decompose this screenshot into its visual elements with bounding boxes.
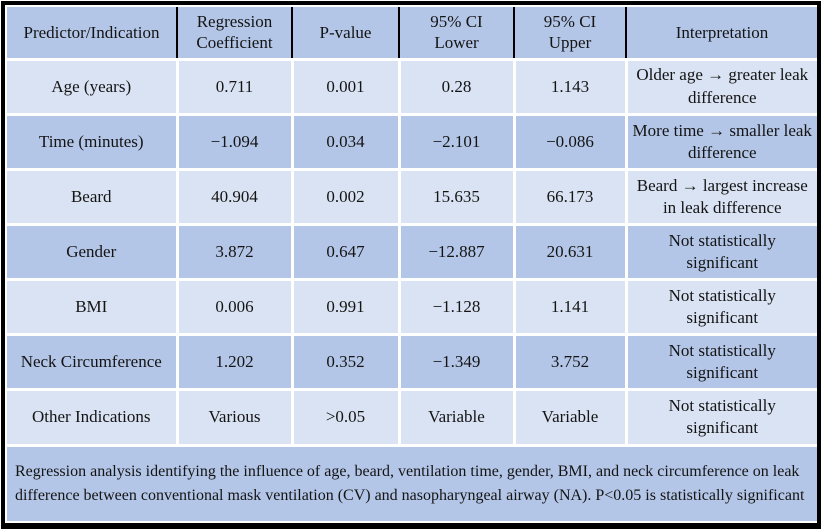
cell-ci_upper: 20.631 [512, 222, 628, 282]
cell-ci_lower: −1.128 [397, 278, 516, 337]
cell-coefficient: 40.904 [175, 167, 294, 226]
cell-interpretation: More time → smaller leak difference [624, 112, 817, 171]
cell-ci_lower: 0.28 [397, 57, 516, 116]
cell-coefficient: 0.006 [175, 278, 294, 337]
col-header-p-value: P-value [291, 7, 400, 61]
cell-predictor: BMI [7, 278, 179, 337]
table-caption: Regression analysis identifying the infl… [7, 443, 817, 521]
caption-row: Regression analysis identifying the infl… [7, 443, 817, 521]
cell-ci_upper: −0.086 [512, 112, 628, 171]
regression-results-table: Predictor/Indication Regression Coeffici… [7, 7, 817, 521]
cell-interpretation: Not statistically significant [624, 388, 817, 447]
cell-ci_lower: −1.349 [397, 333, 516, 392]
col-header-interpretation: Interpretation [625, 7, 817, 61]
cell-coefficient: −1.094 [175, 112, 294, 171]
cell-predictor: Neck Circumference [7, 333, 179, 392]
cell-ci_upper: Variable [512, 388, 628, 447]
table-row: Age (years) 0.711 0.001 0.28 1.143 Older age … [7, 57, 817, 116]
cell-p_value: 0.001 [290, 57, 401, 116]
cell-coefficient: 3.872 [175, 222, 294, 282]
cell-p_value: 0.034 [290, 112, 401, 171]
cell-p_value: 0.991 [290, 278, 401, 337]
cell-predictor: Beard [7, 167, 179, 226]
cell-ci_upper: 1.141 [512, 278, 628, 337]
cell-predictor: Gender [7, 222, 179, 282]
cell-ci_upper: 1.143 [512, 57, 628, 116]
cell-interpretation: Not statistically significant [624, 333, 817, 392]
cell-p_value: 0.352 [290, 333, 401, 392]
table-footer: Regression analysis identifying the infl… [7, 443, 817, 521]
cell-ci_lower: −2.101 [397, 112, 516, 171]
table-row: Gender 3.872 0.647 −12.887 20.631 Not statist… [7, 222, 817, 282]
table-row: Time (minutes) −1.094 0.034 −2.101 −0.086 Mor… [7, 112, 817, 171]
table-row: Other Indications Various >0.05 Variable Var… [7, 388, 817, 447]
cell-coefficient: 1.202 [175, 333, 294, 392]
table-row: BMI 0.006 0.991 −1.128 1.141 Not statisticall… [7, 278, 817, 337]
cell-ci_lower: −12.887 [397, 222, 516, 282]
table-row: Beard 40.904 0.002 15.635 66.173 Beard → larg… [7, 167, 817, 226]
table-row: Neck Circumference 1.202 0.352 −1.349 3.752 N… [7, 333, 817, 392]
cell-interpretation: Not statistically significant [624, 222, 817, 282]
cell-p_value: >0.05 [290, 388, 401, 447]
cell-coefficient: Various [175, 388, 294, 447]
col-header-ci-upper: 95% CI Upper [513, 7, 627, 61]
cell-p_value: 0.647 [290, 222, 401, 282]
cell-ci_lower: 15.635 [397, 167, 516, 226]
header-row: Predictor/Indication Regression Coeffici… [7, 7, 817, 61]
cell-predictor: Time (minutes) [7, 112, 179, 171]
cell-coefficient: 0.711 [175, 57, 294, 116]
cell-predictor: Age (years) [7, 57, 179, 116]
col-header-coefficient: Regression Coefficient [176, 7, 293, 61]
cell-ci_upper: 66.173 [512, 167, 628, 226]
cell-interpretation: Not statistically significant [624, 278, 817, 337]
cell-interpretation: Older age → greater leak difference [624, 57, 817, 116]
table-header: Predictor/Indication Regression Coeffici… [7, 7, 817, 61]
table-body: Age (years) 0.711 0.001 0.28 1.143 Older age … [7, 57, 817, 447]
col-header-predictor: Predictor/Indication [7, 7, 178, 61]
cell-p_value: 0.002 [290, 167, 401, 226]
cell-ci_lower: Variable [397, 388, 516, 447]
cell-interpretation: Beard → largest increase in leak differe… [624, 167, 817, 226]
cell-ci_upper: 3.752 [512, 333, 628, 392]
col-header-ci-lower: 95% CI Lower [398, 7, 515, 61]
cell-predictor: Other Indications [7, 388, 179, 447]
